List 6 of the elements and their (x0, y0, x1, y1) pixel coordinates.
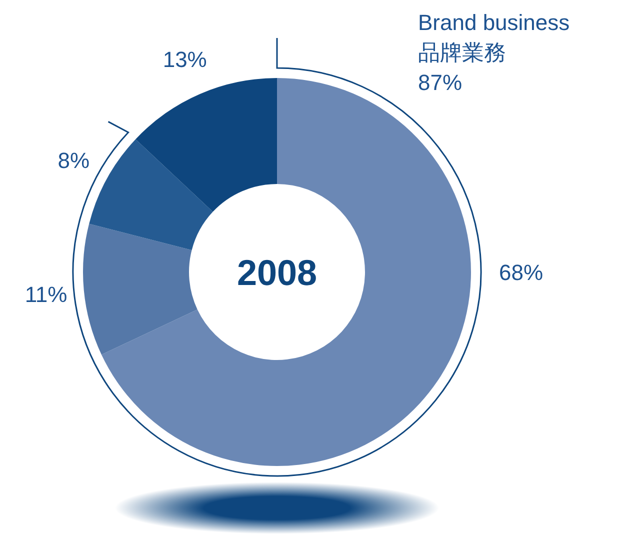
data-label: 68% (498, 260, 544, 285)
data-label: 11% (24, 282, 68, 307)
text: Brand business 品牌業務 87% (418, 10, 570, 95)
data-label: 13% (162, 47, 207, 72)
text: 2008 (236, 252, 318, 293)
data-label: 8% (58, 148, 90, 174)
